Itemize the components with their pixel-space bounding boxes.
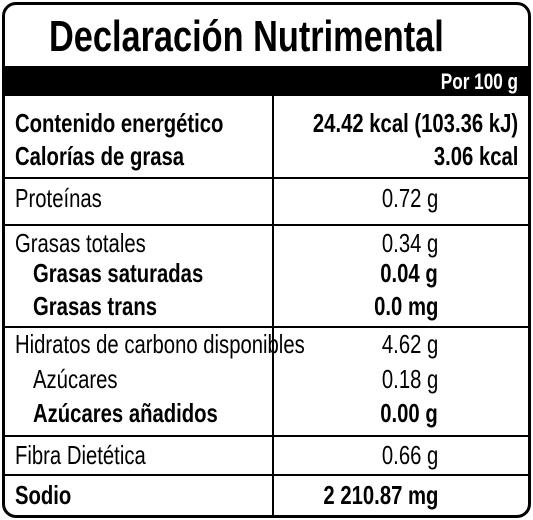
text: 24.42 kcal (103.36 kJ) bbox=[312, 108, 518, 138]
text: 0.00 g bbox=[380, 398, 438, 428]
row-label: Proteínas bbox=[15, 185, 126, 211]
row-value: 4.62 g bbox=[366, 331, 438, 357]
text: Grasas totales bbox=[15, 228, 146, 258]
row-label: Sodio bbox=[15, 482, 87, 508]
text: Contenido energético bbox=[15, 108, 224, 138]
row-value: 0.66 g bbox=[366, 442, 438, 468]
divider bbox=[5, 474, 528, 476]
row-value: 24.42 kcal (103.36 kJ) bbox=[255, 110, 518, 136]
row-value: 0.00 g bbox=[364, 400, 438, 426]
text: Azúcares bbox=[33, 364, 118, 394]
text: 0.34 g bbox=[381, 228, 438, 258]
row-value: 0.72 g bbox=[366, 185, 438, 211]
row-label: Fibra Dietética bbox=[15, 442, 183, 468]
text: 4.62 g bbox=[381, 329, 438, 359]
row-label: Hidratos de carbono disponibles bbox=[15, 331, 386, 357]
row-value: 0.18 g bbox=[366, 366, 438, 392]
text: Hidratos de carbono disponibles bbox=[15, 329, 305, 359]
text: Grasas trans bbox=[33, 291, 158, 321]
text: 2 210.87 mg bbox=[322, 480, 438, 510]
text: Grasas saturadas bbox=[33, 258, 204, 288]
row-value: 0.34 g bbox=[366, 230, 438, 256]
text: Proteínas bbox=[15, 183, 102, 213]
divider bbox=[5, 435, 528, 437]
text: Sodio bbox=[15, 480, 72, 510]
text: 0.72 g bbox=[381, 183, 438, 213]
text: 0.0 mg bbox=[373, 291, 438, 321]
row-label: Grasas totales bbox=[15, 230, 183, 256]
serving-size: Por 100 g bbox=[419, 71, 518, 93]
text: 3.06 kcal bbox=[433, 141, 518, 171]
text: Calorías de grasa bbox=[15, 141, 185, 171]
row-label: Calorías de grasa bbox=[15, 143, 232, 169]
row-value: 2 210.87 mg bbox=[291, 482, 438, 508]
row-label: Grasas saturadas bbox=[33, 260, 251, 286]
text: Fibra Dietética bbox=[15, 440, 146, 470]
text: Por 100 g bbox=[440, 69, 518, 94]
text: 0.66 g bbox=[381, 440, 438, 470]
text: Declaración Nutrimental bbox=[49, 12, 444, 61]
row-label: Azúcares añadidos bbox=[33, 400, 270, 426]
row-label: Grasas trans bbox=[33, 293, 192, 319]
header-bar bbox=[5, 66, 528, 96]
text: Azúcares añadidos bbox=[33, 398, 218, 428]
row-label: Contenido energético bbox=[15, 110, 282, 136]
row-value: 0.04 g bbox=[364, 260, 438, 286]
text: 0.04 g bbox=[380, 258, 438, 288]
text: 0.18 g bbox=[381, 364, 438, 394]
divider bbox=[5, 326, 528, 328]
row-label: Azúcares bbox=[33, 366, 141, 392]
row-value: 3.06 kcal bbox=[410, 143, 518, 169]
divider bbox=[272, 96, 274, 515]
divider bbox=[5, 224, 528, 226]
divider bbox=[5, 177, 528, 179]
row-value: 0.0 mg bbox=[356, 293, 438, 319]
title: Declaración Nutrimental bbox=[49, 12, 528, 61]
